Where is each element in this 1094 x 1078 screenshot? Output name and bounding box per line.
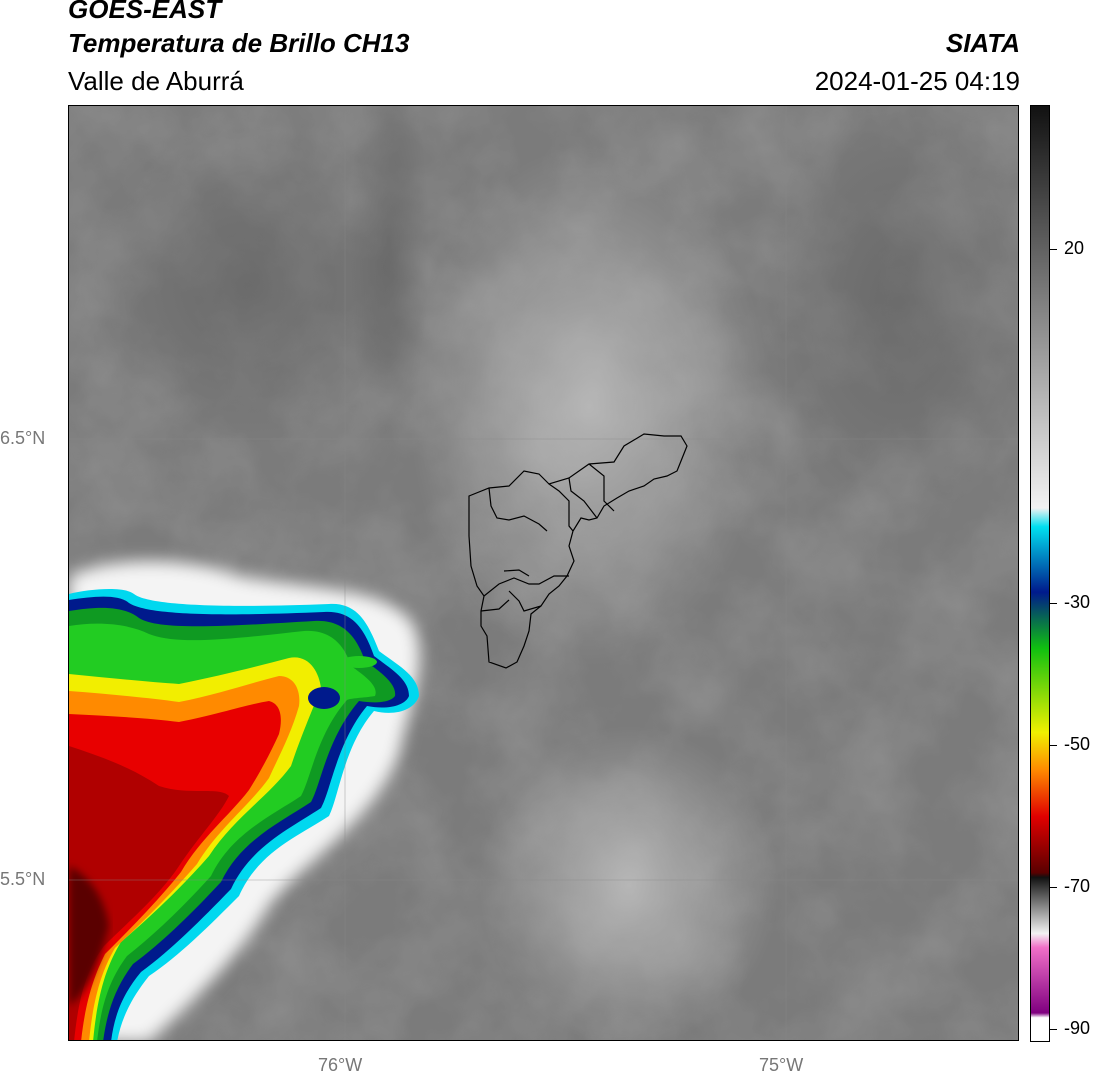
colorbar-label-20: 20 <box>1064 238 1085 258</box>
map-canvas <box>69 106 1018 1040</box>
satellite-title: GOES-EAST <box>68 0 222 24</box>
colorbar-label-minus50: -50 <box>1064 734 1091 754</box>
colorbar-tick <box>1050 249 1057 250</box>
colorbar-label-minus70: -70 <box>1064 876 1091 896</box>
cold-cloud-system <box>69 561 420 1040</box>
colorbar-tick <box>1050 1029 1057 1030</box>
colorbar-label-minus90: -90 <box>1064 1018 1091 1038</box>
latitude-label-6-5: 6.5°N <box>0 428 46 448</box>
region-subtitle: Valle de Aburrá <box>68 66 244 96</box>
colorbar-label-minus30: -30 <box>1064 592 1091 612</box>
longitude-label-76w: 76°W <box>318 1055 363 1075</box>
product-title: Temperatura de Brillo CH13 <box>68 28 410 58</box>
colorbar-tick <box>1050 745 1057 746</box>
graticule <box>69 106 1018 1040</box>
latitude-label-5-5: 5.5°N <box>0 869 46 889</box>
municipality-boundaries <box>468 433 688 669</box>
organization-label: SIATA <box>945 28 1020 58</box>
brightness-temperature-map[interactable] <box>68 105 1019 1041</box>
temperature-colorbar <box>1030 105 1050 1042</box>
longitude-label-75w: 75°W <box>759 1055 804 1075</box>
colorbar-tick <box>1050 887 1057 888</box>
warm-valley-area <box>409 146 769 666</box>
datetime-label: 2024-01-25 04:19 <box>814 66 1020 96</box>
colorbar-tick <box>1050 603 1057 604</box>
